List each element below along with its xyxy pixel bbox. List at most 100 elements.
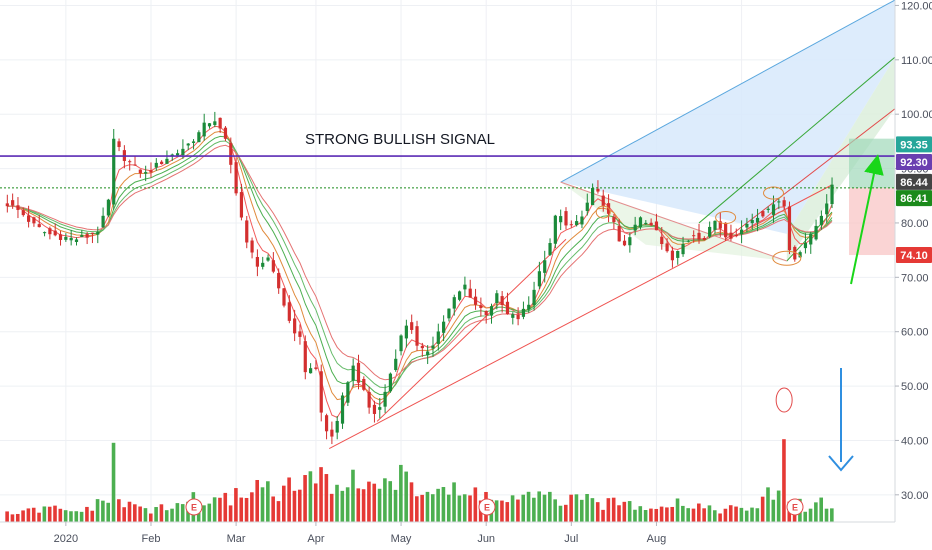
candle-body: [324, 415, 329, 432]
price-tag-label: 86.44: [900, 177, 928, 189]
volume-bar: [601, 509, 605, 522]
volume-bar: [681, 505, 685, 522]
volume-bar: [5, 511, 9, 522]
candle-body: [90, 232, 95, 234]
volume-bar: [510, 495, 515, 522]
volume-bar: [760, 496, 765, 522]
volume-bar: [697, 503, 701, 522]
support-trendline: [328, 184, 833, 450]
candle-body: [495, 293, 499, 304]
volume-bar: [95, 499, 100, 522]
volume-bar: [223, 492, 228, 522]
volume-bar: [542, 494, 547, 522]
volume-bar: [271, 496, 275, 522]
candle-body: [213, 121, 217, 125]
volume-bar: [707, 505, 712, 522]
volume-bar: [79, 511, 84, 522]
candle-body: [399, 335, 403, 352]
candle-body: [388, 373, 393, 392]
volume-bar: [308, 471, 313, 522]
candle-body: [489, 306, 494, 316]
price-tag-background: [896, 154, 932, 171]
candle-body: [106, 199, 111, 216]
candle-body: [686, 240, 690, 242]
volume-bar: [500, 500, 504, 522]
y-axis-tick-label: 100.00: [901, 109, 932, 121]
candle-body: [165, 158, 169, 164]
candle-body: [245, 220, 249, 243]
volume-bar: [335, 484, 339, 522]
candle-body: [69, 237, 73, 241]
volume-bar: [164, 510, 169, 522]
volume-bar: [590, 498, 595, 522]
volume-bar: [744, 510, 749, 522]
candle-body: [500, 296, 504, 306]
candle-body: [473, 296, 478, 305]
volume-bar: [830, 508, 834, 522]
earnings-marker: [478, 498, 496, 516]
candle-body: [591, 188, 595, 206]
volume-bar: [260, 487, 265, 522]
x-axis-tick-label: Jul: [564, 533, 578, 545]
pattern-circle: [715, 211, 737, 224]
candle-body: [559, 216, 563, 223]
candle-body: [739, 229, 744, 235]
volume-bar: [122, 507, 126, 522]
candle-body: [825, 203, 829, 215]
signal-annotation: STRONG BULLISH SIGNAL: [305, 131, 495, 148]
earnings-marker: [786, 498, 804, 516]
candle-body: [585, 202, 589, 211]
candle-body: [793, 246, 797, 260]
candle-body: [484, 310, 488, 315]
pitchfork-zones: [560, 0, 896, 262]
volume-bar: [803, 511, 808, 522]
volume-bar: [446, 494, 451, 522]
volume-bar: [101, 500, 105, 522]
candle-body: [521, 308, 526, 317]
candle-body: [527, 304, 531, 310]
volume-bar: [564, 504, 568, 522]
ema-line: [7, 135, 833, 396]
candle-body: [309, 368, 313, 374]
candle-body: [644, 222, 648, 224]
volume-bar: [47, 506, 52, 522]
candle-body: [250, 240, 254, 253]
volume-bar: [266, 481, 270, 522]
candle-body: [708, 226, 712, 237]
candle-body: [681, 244, 685, 255]
x-axis: 2020 Feb Mar Apr May Jun Jul Aug: [0, 521, 895, 545]
volume-bar: [415, 496, 419, 522]
candle-body: [112, 138, 116, 205]
price-tag-label: 74.10: [900, 250, 928, 262]
candle-body: [218, 117, 222, 129]
candle-body: [239, 192, 244, 218]
candle-body: [372, 404, 377, 414]
volume-bars: [5, 439, 834, 522]
candle-body: [229, 143, 233, 165]
volume-bar: [712, 510, 717, 522]
candle-body: [48, 228, 52, 235]
candle-body: [830, 184, 834, 205]
candle-body: [346, 382, 350, 403]
price-tag-background: [896, 136, 932, 153]
volume-bar: [111, 442, 116, 522]
volume-bar: [654, 508, 659, 522]
y-axis-tick-label: 50.00: [901, 381, 929, 393]
volume-bar: [202, 505, 206, 522]
candle-body: [314, 367, 318, 369]
volume-bar: [585, 493, 589, 522]
volume-bar: [430, 494, 435, 522]
candle-body: [676, 251, 680, 258]
volume-bar: [649, 508, 653, 522]
candle-body: [580, 216, 584, 225]
volume-bar: [457, 495, 462, 522]
candle-body: [80, 235, 84, 237]
volume-bar: [574, 494, 579, 522]
volume-bar: [329, 493, 334, 522]
candle-body: [5, 203, 9, 207]
volume-bar: [37, 512, 41, 522]
candle-body: [149, 170, 153, 173]
candle-body: [755, 217, 760, 223]
candle-body: [798, 252, 802, 258]
